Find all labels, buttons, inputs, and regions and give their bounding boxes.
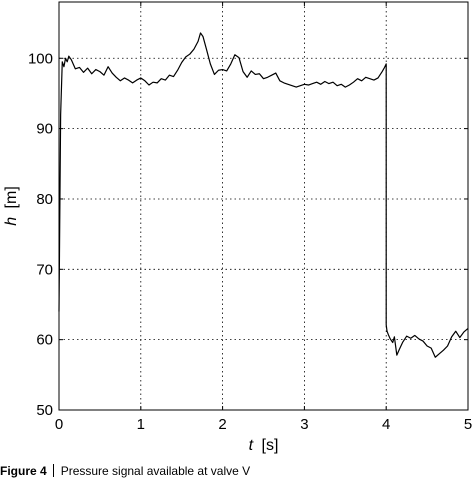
x-tick-label: 5	[464, 416, 472, 433]
x-tick-label: 0	[55, 416, 63, 433]
y-tick-label: 90	[36, 121, 53, 138]
grid-lines	[59, 2, 468, 410]
y-axis-variable: h	[3, 217, 20, 226]
plot-frame	[58, 1, 469, 411]
axis-ticks: 0 1 2 3 4 5 50 60 70 80 90 100	[28, 2, 472, 433]
y-tick-label: 50	[36, 402, 53, 419]
x-axis-label: t [s]	[249, 437, 279, 454]
x-tick-label: 4	[382, 416, 390, 433]
x-axis-unit: [s]	[262, 437, 279, 454]
pressure-series-line	[58, 32, 469, 358]
y-tick-label: 60	[36, 332, 53, 349]
y-tick-label: 80	[36, 191, 53, 208]
y-tick-label: 100	[28, 50, 53, 67]
y-axis-label: h [m]	[3, 186, 20, 226]
caption-divider	[52, 464, 54, 477]
y-tick-label: 70	[36, 261, 53, 278]
x-axis-variable: t	[249, 437, 254, 454]
x-tick-label: 2	[218, 416, 226, 433]
x-tick-label: 1	[137, 416, 145, 433]
x-tick-label: 3	[300, 416, 308, 433]
figure-caption: Figure 4 Pressure signal available at val…	[0, 462, 474, 481]
y-axis-unit: [m]	[3, 186, 20, 208]
figure-label: Figure 4	[0, 464, 47, 478]
caption-text: Pressure signal available at valve V	[60, 464, 251, 478]
